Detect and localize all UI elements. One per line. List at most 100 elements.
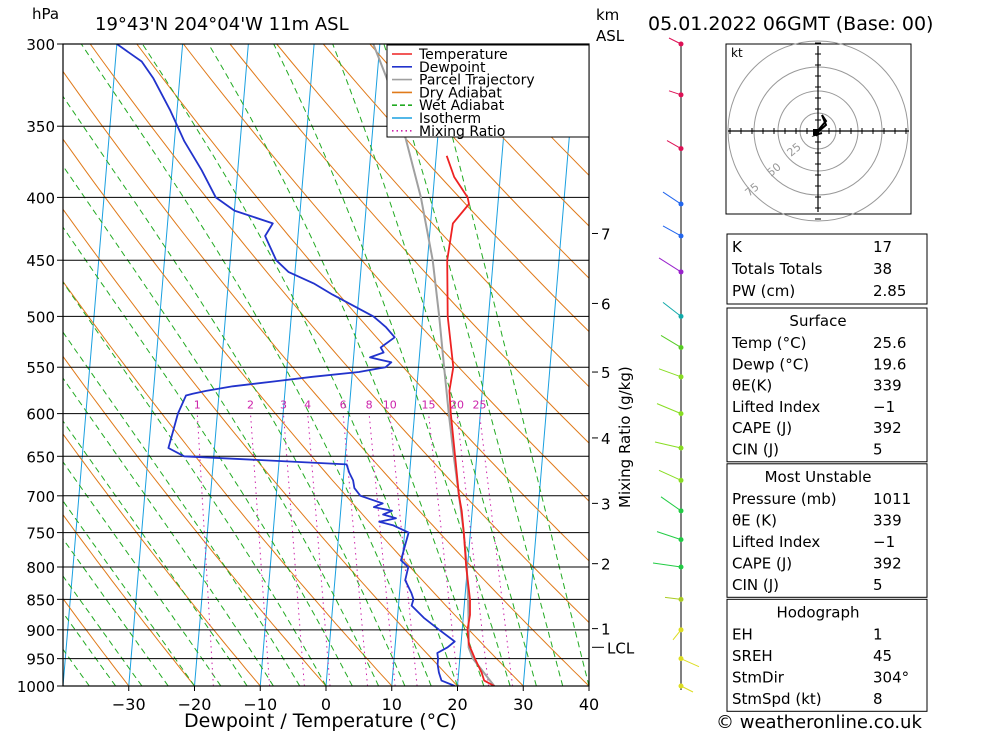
- km-label: km: [596, 6, 619, 24]
- wind-barb: [665, 597, 681, 599]
- isobar-lines: [63, 44, 589, 686]
- table-row-label: Totals Totals: [731, 260, 823, 278]
- wet-adiabat-line: [28, 44, 405, 686]
- altitude-tick-label: 1: [601, 621, 611, 639]
- table-row-label: K: [732, 238, 743, 256]
- temperature-tick-label: 40: [579, 695, 599, 714]
- temperature-line: [447, 156, 495, 686]
- table-row-label: SREH: [732, 647, 773, 665]
- table-row-label: CIN (J): [732, 576, 779, 594]
- pressure-tick-label: 800: [26, 559, 55, 577]
- pressure-tick-label: 350: [26, 118, 55, 136]
- wet-adiabat-line: [81, 44, 431, 686]
- table-row-label: EH: [732, 625, 753, 643]
- table-row-value: 5: [873, 576, 883, 594]
- wind-barb: [659, 258, 681, 272]
- table-row-value: 304°: [873, 668, 909, 686]
- most-unstable-table-title: Most Unstable: [765, 468, 872, 486]
- table-row-label: Dewp (°C): [732, 355, 809, 373]
- isotherm-line: [589, 44, 643, 686]
- plot-frame: [63, 44, 589, 686]
- mixing-ratio-label: 1: [194, 399, 201, 412]
- isotherm-line: [129, 44, 183, 686]
- surface-table-title: Surface: [789, 312, 846, 330]
- table-row-value: 392: [873, 419, 902, 437]
- wind-barb: [655, 442, 681, 448]
- pressure-tick-label: 500: [26, 308, 55, 326]
- dry-adiabat-line: [0, 44, 129, 686]
- wind-barb: [657, 404, 681, 414]
- wind-barb: [681, 659, 699, 667]
- table-row-label: StmSpd (kt): [732, 690, 822, 708]
- wind-barb: [661, 497, 681, 511]
- mixing-ratio-label: 2: [247, 399, 254, 412]
- hodograph-unit: kt: [731, 46, 743, 60]
- datetime-label: 05.01.2022 06GMT (Base: 00): [648, 13, 933, 35]
- pressure-tick-label: 750: [26, 525, 55, 543]
- mixing-ratio-label: 8: [366, 399, 373, 412]
- altitude-tick-label: 7: [601, 225, 611, 243]
- wind-barb: [659, 470, 681, 480]
- table-row-label: CAPE (J): [732, 419, 792, 437]
- pressure-tick-label: 950: [26, 651, 55, 669]
- table-row-value: 5: [873, 441, 883, 459]
- table-row-value: 8: [873, 690, 883, 708]
- mixing-ratio-label: 4: [304, 399, 311, 412]
- altitude-tick-label: 6: [601, 295, 611, 313]
- table-row-label: Lifted Index: [732, 533, 820, 551]
- dry-adiabat-line: [0, 44, 392, 686]
- pressure-tick-label: 550: [26, 359, 55, 377]
- mixing-ratio-line: [308, 414, 330, 686]
- table-row-label: CAPE (J): [732, 554, 792, 572]
- mixing-ratio-line: [283, 414, 304, 686]
- pressure-axis: 3003504004505005506006507007508008509009…: [17, 36, 63, 696]
- table-row-value: 1011: [873, 490, 911, 508]
- table-row-value: 45: [873, 647, 892, 665]
- dry-adiabat-line: [137, 44, 721, 686]
- table-row-value: 339: [873, 377, 902, 395]
- table-row-label: StmDir: [732, 668, 785, 686]
- table-row-label: θE(K): [732, 377, 772, 395]
- table-row-value: 2.85: [873, 282, 906, 300]
- wind-barb: [667, 141, 681, 149]
- pressure-tick-label: 300: [26, 36, 55, 54]
- lcl-label: LCL: [607, 639, 635, 657]
- mixing-ratio-label: 3: [280, 399, 287, 412]
- isotherm-line: [392, 44, 446, 686]
- dry-adiabat-line: [44, 44, 589, 686]
- hodograph-table-title: Hodograph: [776, 603, 859, 621]
- wind-barb: [669, 38, 681, 44]
- wind-barb: [657, 532, 681, 540]
- table-row-value: 25.6: [873, 334, 906, 352]
- isotherm-line: [63, 44, 117, 686]
- mixing-ratio-label: 6: [340, 399, 347, 412]
- wind-barb: [673, 630, 681, 640]
- altitude-tick-label: 3: [601, 495, 611, 513]
- pressure-unit: hPa: [32, 5, 59, 23]
- wind-barb: [669, 91, 681, 95]
- pressure-tick-label: 700: [26, 488, 55, 506]
- table-row-value: 1: [873, 625, 883, 643]
- table-row-label: Lifted Index: [732, 398, 820, 416]
- dewpoint-line: [117, 44, 455, 686]
- wind-barb: [663, 226, 681, 236]
- table-row-value: −1: [873, 533, 895, 551]
- pressure-tick-label: 450: [26, 252, 55, 270]
- isotherm-line: [326, 44, 380, 686]
- table-row-value: −1: [873, 398, 895, 416]
- mixing-ratio-label: 25: [473, 399, 487, 412]
- table-row-label: CIN (J): [732, 441, 779, 459]
- wet-adiabat-line: [0, 44, 379, 686]
- table-row-label: PW (cm): [732, 282, 795, 300]
- wind-barb: [663, 302, 681, 316]
- pressure-tick-label: 650: [26, 448, 55, 466]
- x-axis-label: Dewpoint / Temperature (°C): [184, 710, 457, 732]
- table-row-label: θE (K): [732, 511, 777, 529]
- pressure-tick-label: 850: [26, 591, 55, 609]
- altitude-tick-label: 2: [601, 556, 611, 574]
- table-row-value: 38: [873, 260, 892, 278]
- legend-entry: Mixing Ratio: [419, 124, 505, 140]
